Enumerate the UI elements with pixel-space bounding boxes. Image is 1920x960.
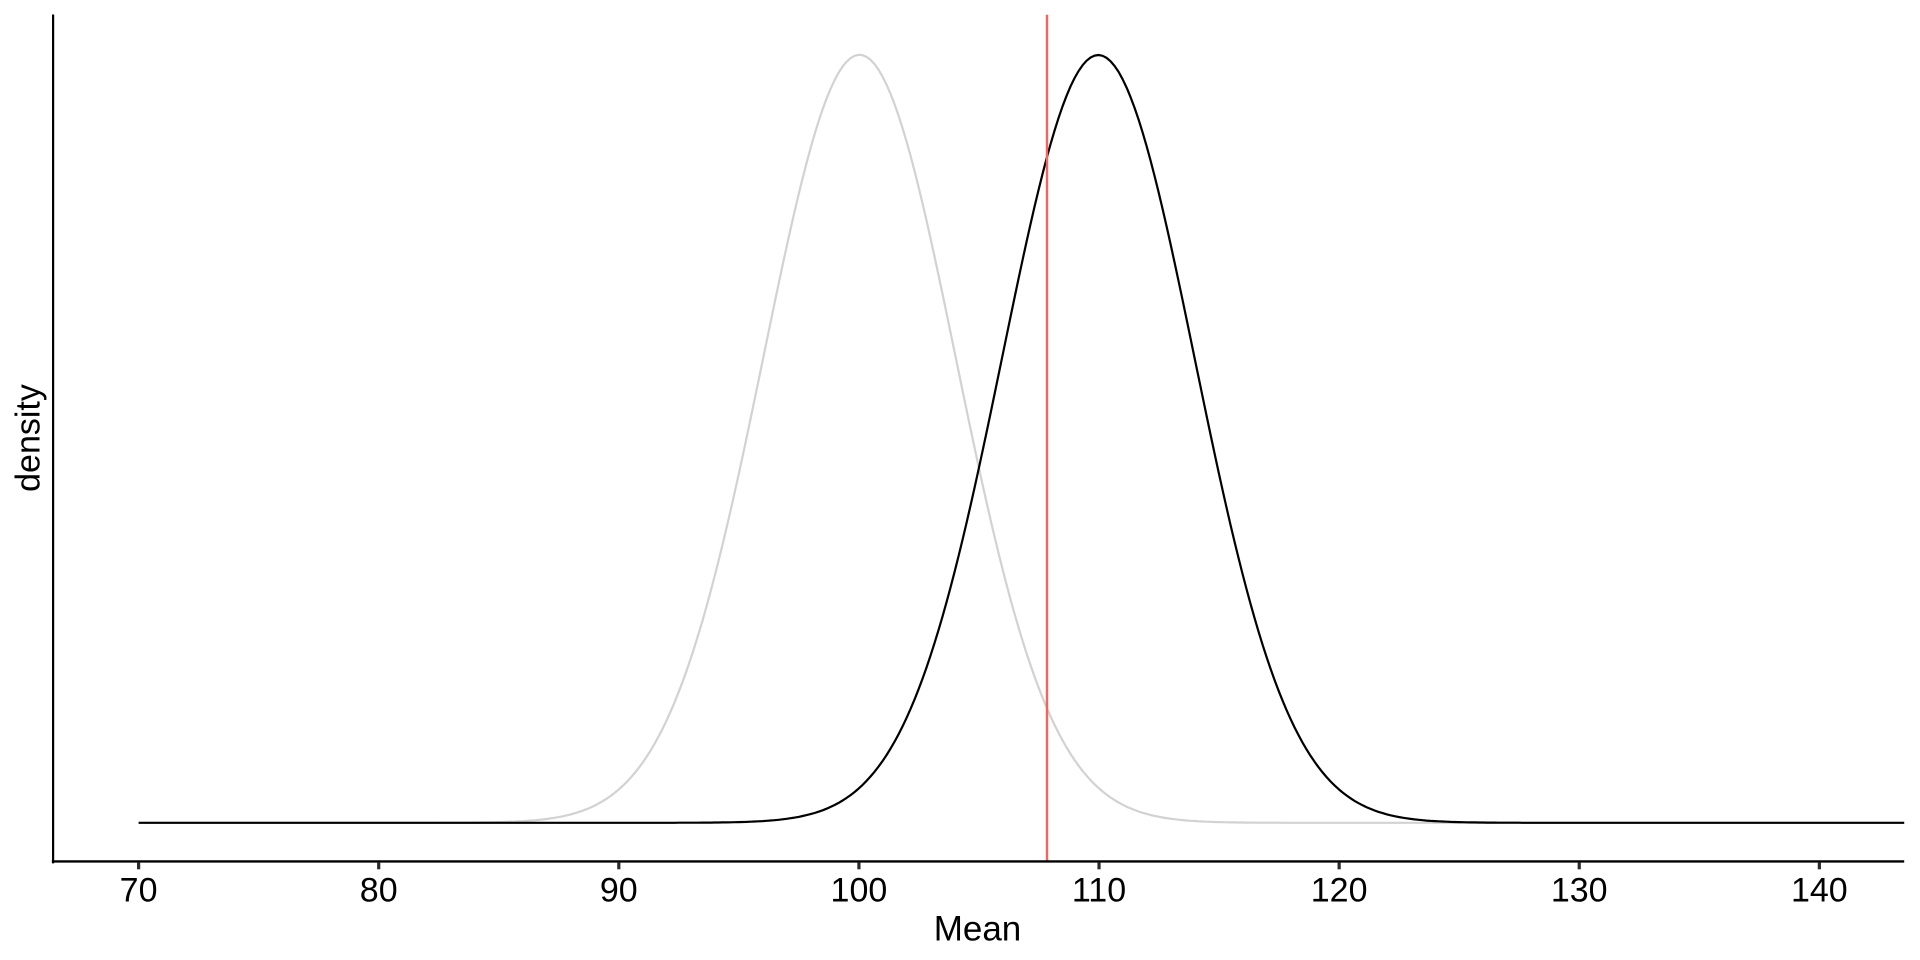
svg-text:140: 140 — [1791, 872, 1848, 910]
svg-text:Mean: Mean — [934, 909, 1022, 948]
svg-text:130: 130 — [1551, 872, 1608, 910]
svg-text:100: 100 — [831, 872, 888, 910]
svg-text:90: 90 — [600, 872, 638, 910]
svg-text:70: 70 — [120, 872, 158, 910]
svg-text:110: 110 — [1072, 872, 1126, 910]
svg-text:density: density — [10, 384, 48, 492]
svg-text:120: 120 — [1311, 872, 1368, 910]
svg-text:80: 80 — [360, 872, 398, 910]
